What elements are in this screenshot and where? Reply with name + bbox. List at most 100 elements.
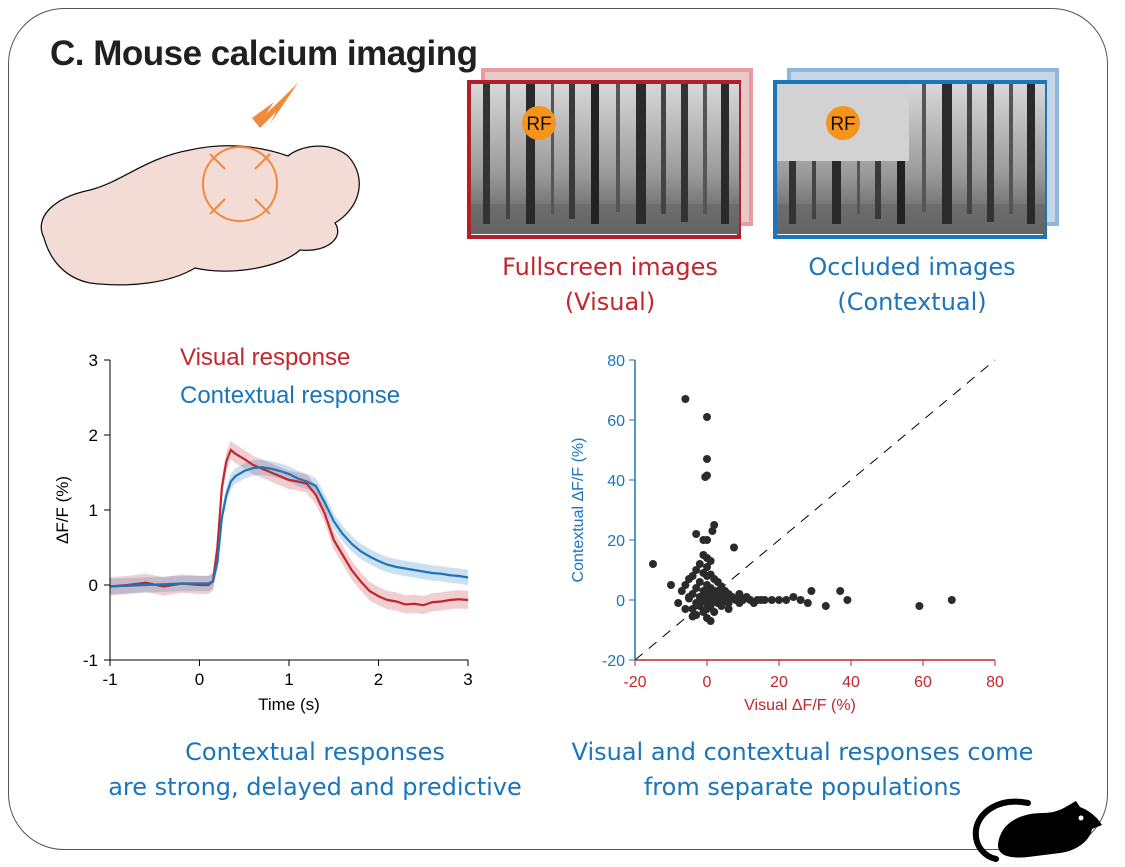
- y-tick-label: -20: [602, 653, 625, 670]
- x-tick-label: -20: [623, 674, 646, 691]
- scatter-point: [749, 599, 758, 607]
- imaging-window: [202, 146, 278, 222]
- occluded-caption-line2: (Contextual): [837, 288, 987, 316]
- right-caption: Visual and contextual responses come fro…: [555, 735, 1050, 805]
- scatter-point: [703, 572, 711, 580]
- scatter-point: [708, 527, 717, 535]
- rf-label-visual: RF: [526, 114, 551, 135]
- x-tick-label: 40: [842, 674, 860, 691]
- y-tick-label: 2: [89, 426, 98, 445]
- scatter-point: [789, 593, 798, 601]
- legend-item: Visual response: [180, 344, 350, 371]
- occluded-caption: Occluded images (Contextual): [762, 250, 1062, 320]
- scatter-point: [688, 605, 697, 613]
- y-tick-label: 20: [607, 533, 625, 550]
- x-tick-label: 0: [703, 674, 712, 691]
- scatter-point: [947, 596, 956, 604]
- right-caption-line2: from separate populations: [643, 773, 962, 801]
- scatter-point: [703, 455, 711, 463]
- scatter-point: [685, 575, 693, 583]
- scatter-point: [724, 599, 733, 607]
- scatter-point: [703, 563, 711, 571]
- series-line-1: [109, 466, 469, 588]
- y-axis-label: Contextual ΔF/F (%): [570, 438, 587, 583]
- scatter-point: [703, 413, 711, 421]
- brain-outline: [40, 145, 360, 286]
- y-tick-label: 0: [89, 576, 98, 595]
- timecourse-chart: -1 0 1 2 3 -1 0 1 2 3 Time (s) ΔF/F (%) Visual respo…: [53, 344, 473, 714]
- scatter-point: [695, 602, 704, 610]
- scatter-point: [796, 596, 805, 604]
- y-axis-label: ΔF/F (%): [53, 476, 72, 544]
- scatter-point: [692, 566, 701, 574]
- scatter-point: [681, 395, 690, 403]
- mouse-silhouette-icon: [972, 798, 1102, 862]
- y-tick-label: 60: [607, 413, 625, 430]
- scatter-point: [757, 596, 765, 604]
- scatter-point: [699, 536, 708, 544]
- x-tick-label: 0: [195, 670, 204, 689]
- scatter-point: [681, 581, 690, 589]
- x-tick-label: 20: [770, 674, 788, 691]
- scatter-point: [649, 560, 657, 568]
- x-tick-label: 3: [463, 670, 472, 689]
- scatter-point: [674, 599, 683, 607]
- scatter-point: [742, 593, 751, 601]
- brain-diagram-icon: [40, 83, 360, 286]
- x-tick-label: 60: [914, 674, 932, 691]
- scatter-point: [782, 596, 791, 604]
- legend-item: Contextual response: [180, 382, 400, 409]
- scatter-point: [688, 612, 697, 621]
- scatter-point: [775, 596, 783, 604]
- scatter-point: [713, 587, 722, 595]
- scatter-point: [706, 557, 715, 565]
- scatter-point: [717, 602, 726, 610]
- scatter-point: [843, 596, 852, 604]
- scatter-point: [692, 584, 701, 592]
- x-tick-label: 80: [986, 674, 1004, 691]
- scatter-point: [701, 473, 710, 481]
- scatter-point: [667, 581, 675, 589]
- rf-marker-visual: [522, 106, 556, 140]
- scatter-point: [706, 617, 715, 625]
- scatter-point: [677, 587, 686, 595]
- scatter-point: [681, 605, 690, 613]
- scatter-point: [695, 560, 704, 568]
- scatter-point: [767, 596, 776, 604]
- scatter-chart: -20 0 20 40 60 80 -20 0 20 40 60 80 Visual ΔF/F (%) C…: [570, 353, 1004, 714]
- rf-label-contextual: RF: [830, 114, 855, 135]
- scatter-point: [710, 608, 719, 616]
- scatter-point: [836, 587, 845, 595]
- stimulus-images: RF RF: [467, 68, 1059, 239]
- y-tick-label: 3: [89, 351, 98, 370]
- scatter-point: [735, 590, 744, 598]
- fullscreen-caption-line1: Fullscreen images: [502, 253, 718, 281]
- x-axis-label: Visual ΔF/F (%): [744, 697, 856, 714]
- scatter-point: [699, 608, 708, 616]
- x-tick-label: 1: [284, 670, 293, 689]
- x-tick-label: -1: [102, 670, 117, 689]
- scatter-point: [807, 587, 816, 595]
- right-caption-line1: Visual and contextual responses come: [571, 738, 1034, 766]
- rf-marker-contextual: [826, 106, 860, 140]
- scatter-point: [692, 530, 701, 538]
- y-tick-label: 80: [607, 353, 625, 370]
- y-tick-label: 0: [616, 593, 625, 610]
- scatter-point: [803, 599, 812, 607]
- y-tick-label: 40: [607, 473, 625, 490]
- series-band-0: [109, 440, 469, 615]
- y-tick-label: -1: [83, 651, 98, 670]
- scatter-point: [685, 593, 693, 601]
- arrow-icon: [252, 83, 298, 128]
- scatter-point: [821, 602, 830, 610]
- x-axis-label: Time (s): [258, 695, 320, 714]
- scatter-point: [735, 599, 744, 607]
- fullscreen-caption-line2: (Visual): [564, 288, 656, 316]
- scatter-point: [695, 578, 704, 586]
- fullscreen-image: RF: [467, 80, 741, 239]
- x-tick-label: 2: [374, 670, 383, 689]
- scatter-point: [730, 543, 738, 552]
- scatter-point: [710, 521, 719, 529]
- left-caption: Contextual responses are strong, delayed…: [90, 735, 540, 805]
- panel-title: C. Mouse calcium imaging: [50, 34, 478, 73]
